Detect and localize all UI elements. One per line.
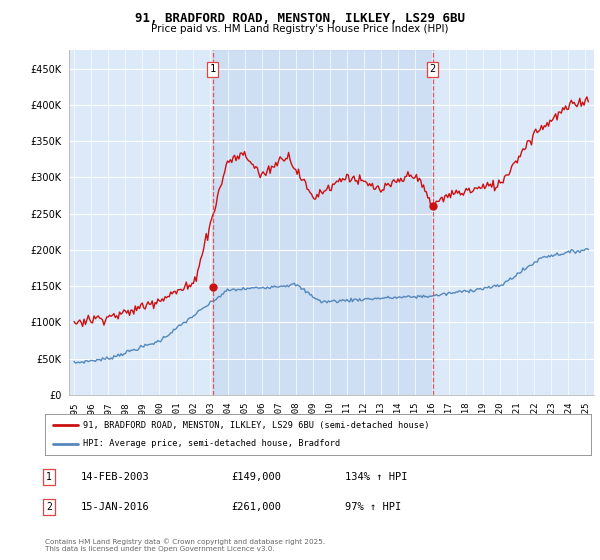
Text: 134% ↑ HPI: 134% ↑ HPI [345,472,407,482]
Text: 91, BRADFORD ROAD, MENSTON, ILKLEY, LS29 6BU: 91, BRADFORD ROAD, MENSTON, ILKLEY, LS29… [135,12,465,25]
Text: £149,000: £149,000 [231,472,281,482]
Text: 2: 2 [430,64,436,74]
Text: 14-FEB-2003: 14-FEB-2003 [81,472,150,482]
Text: 1: 1 [46,472,52,482]
Text: 97% ↑ HPI: 97% ↑ HPI [345,502,401,512]
Text: Contains HM Land Registry data © Crown copyright and database right 2025.
This d: Contains HM Land Registry data © Crown c… [45,539,325,552]
Text: 2: 2 [46,502,52,512]
Text: 1: 1 [209,64,215,74]
Text: 15-JAN-2016: 15-JAN-2016 [81,502,150,512]
Text: HPI: Average price, semi-detached house, Bradford: HPI: Average price, semi-detached house,… [83,440,340,449]
Text: £261,000: £261,000 [231,502,281,512]
Text: 91, BRADFORD ROAD, MENSTON, ILKLEY, LS29 6BU (semi-detached house): 91, BRADFORD ROAD, MENSTON, ILKLEY, LS29… [83,421,430,430]
Bar [212,50,433,395]
Text: Price paid vs. HM Land Registry's House Price Index (HPI): Price paid vs. HM Land Registry's House … [151,24,449,34]
